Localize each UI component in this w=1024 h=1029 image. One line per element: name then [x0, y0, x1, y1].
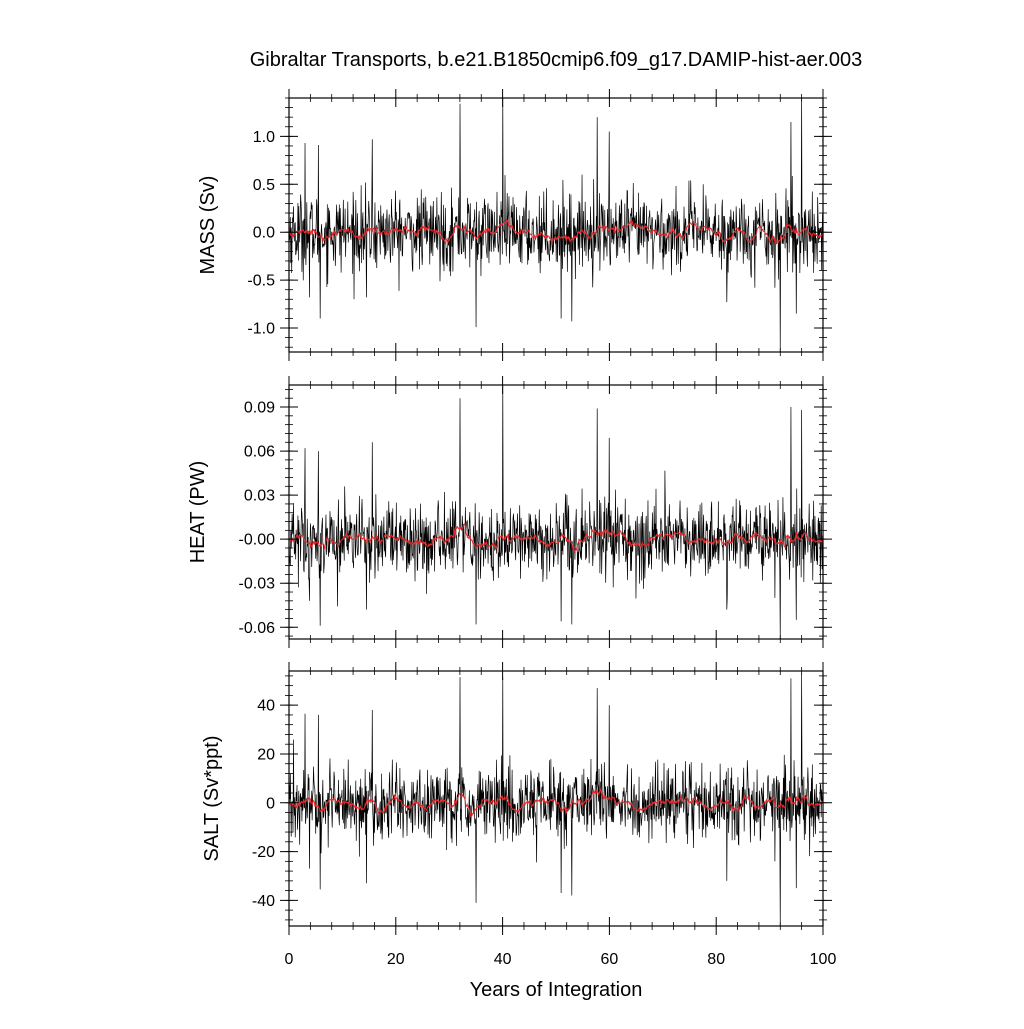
y-tick-label: 40 — [257, 698, 275, 715]
smoothed-series-line — [289, 787, 823, 818]
y-tick-label: -0.00 — [239, 532, 276, 549]
panel-2: -40 -20 0 20 40 SALT (Sv*ppt) — [201, 662, 832, 935]
y-tick-label: 0.09 — [244, 400, 275, 417]
x-tick-label: 20 — [387, 951, 405, 968]
x-tick-label: 40 — [494, 951, 512, 968]
x-tick-label: 60 — [601, 951, 619, 968]
panel-1: -0.06 -0.03 -0.00 0.03 0.06 0.09 HEAT (PW) — [187, 376, 832, 648]
y-tick-label: -0.06 — [239, 620, 276, 637]
y-tick-label: 0 — [266, 795, 275, 812]
y-tick-label: -1.0 — [247, 321, 275, 338]
y-tick-label: 20 — [257, 746, 275, 763]
y-tick-label: 0.06 — [244, 444, 275, 461]
panel-0: -1.0 -0.5 0.0 0.5 1.0 MASS (Sv) — [197, 89, 832, 361]
x-tick-label: 0 — [285, 951, 294, 968]
panel-frame — [288, 384, 824, 640]
y-tick-label: -0.03 — [239, 576, 276, 593]
chart-title: Gibraltar Transports, b.e21.B1850cmip6.f… — [250, 49, 863, 71]
y-axis-title: HEAT (PW) — [187, 461, 209, 564]
panel-frame — [288, 670, 824, 927]
y-axis-title: MASS (Sv) — [197, 176, 219, 275]
y-tick-label: -20 — [252, 844, 275, 861]
panel-frame — [288, 97, 824, 353]
y-tick-label: 0.5 — [253, 177, 275, 194]
y-tick-label: 0.03 — [244, 488, 275, 505]
y-tick-label: 0.0 — [253, 225, 275, 242]
monthly-series-line — [289, 385, 823, 639]
smoothed-series-line — [289, 523, 823, 553]
x-tick-label: 80 — [707, 951, 725, 968]
monthly-series-line — [289, 98, 823, 352]
x-tick-label: 100 — [810, 951, 837, 968]
y-tick-label: -0.5 — [247, 273, 275, 290]
smoothed-series-line — [289, 218, 823, 245]
y-tick-label: -40 — [252, 893, 275, 910]
y-axis-title: SALT (Sv*ppt) — [201, 736, 223, 862]
y-tick-label: 1.0 — [253, 129, 275, 146]
x-axis-title: Years of Integration — [470, 979, 643, 1001]
